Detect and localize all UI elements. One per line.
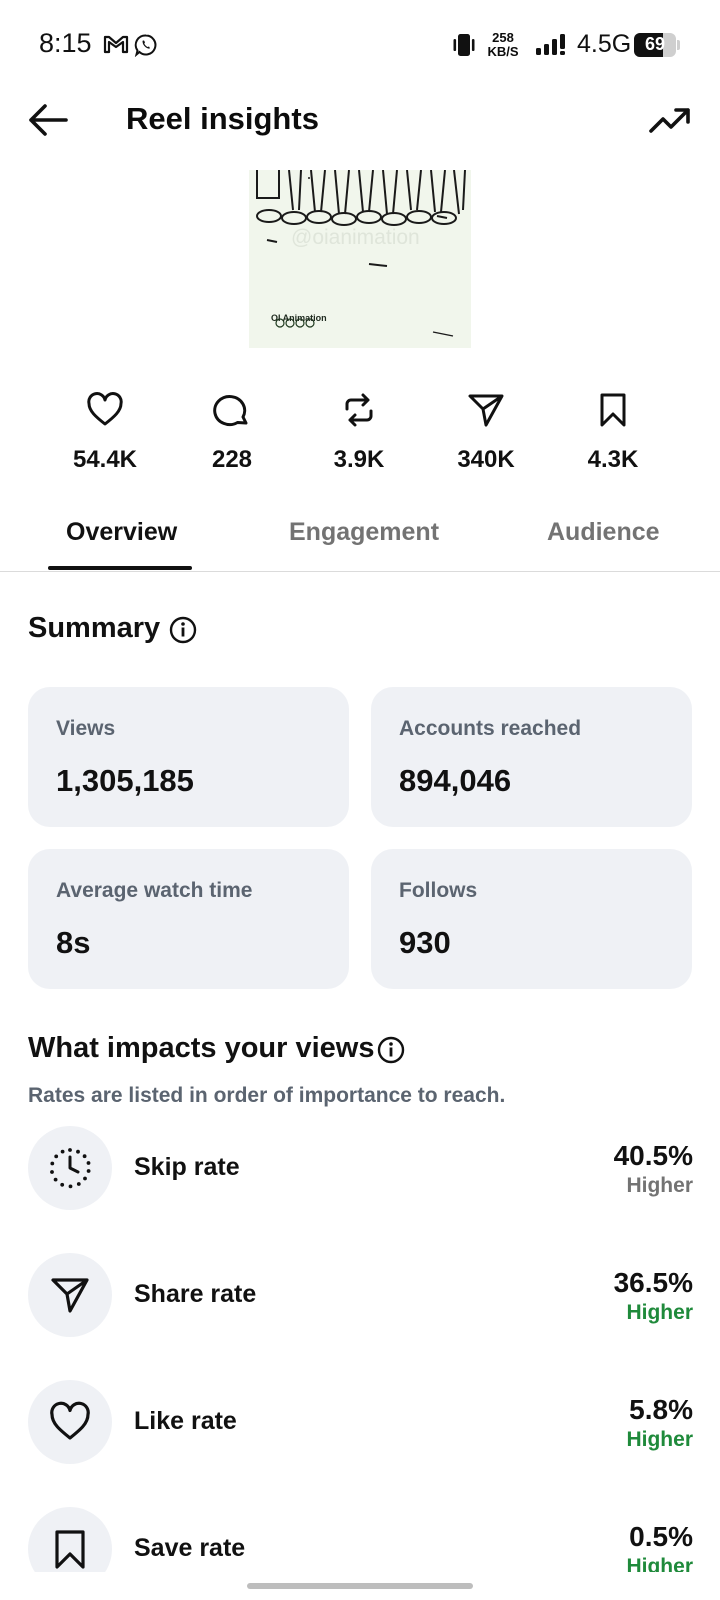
battery-level: 69 xyxy=(644,34,666,54)
card-value: 1,305,185 xyxy=(56,763,194,798)
card-label: Views xyxy=(56,717,116,740)
whatsapp-icon xyxy=(134,34,157,57)
rate-icon-circle xyxy=(28,1380,112,1464)
stat-saves: 4.3K xyxy=(553,392,673,474)
stat-shares: 340K xyxy=(426,392,546,474)
summary-title: Summary xyxy=(28,612,161,644)
stat-reposts-value: 3.9K xyxy=(333,446,385,473)
network-speed-value: 258 xyxy=(492,30,514,45)
card-label: Accounts reached xyxy=(399,717,582,740)
repost-icon xyxy=(345,393,373,427)
rate-comparison: Higher xyxy=(626,1174,693,1197)
stat-likes: 54.4K xyxy=(45,392,165,474)
tab-overview[interactable]: Overview xyxy=(66,518,178,546)
rate-value: 40.5% xyxy=(613,1140,693,1171)
rate-icon-circle xyxy=(28,1253,112,1337)
stat-likes-value: 54.4K xyxy=(72,446,138,473)
bookmark-icon xyxy=(600,393,626,427)
clock-dotted-icon xyxy=(50,1148,91,1189)
heart-icon xyxy=(50,1401,90,1440)
thumbnail-watermark: @oianimation xyxy=(291,226,420,249)
rate-row-share[interactable]: Share rate 36.5% Higher xyxy=(0,1253,720,1337)
trending-button[interactable] xyxy=(647,100,693,140)
stat-reposts: 3.9K xyxy=(299,392,419,474)
signal-icon xyxy=(536,34,565,55)
share-icon xyxy=(51,1278,89,1313)
card-label: Average watch time xyxy=(56,879,253,902)
status-time: 8:15 xyxy=(39,28,92,58)
home-indicator[interactable] xyxy=(247,1583,473,1589)
thumbnail-brand: OI Animation xyxy=(271,313,327,323)
heart-icon xyxy=(87,392,123,426)
tabs-divider xyxy=(0,571,720,572)
rate-comparison: Higher xyxy=(626,1428,693,1451)
card-value: 930 xyxy=(399,925,451,960)
summary-card-views[interactable]: Views 1,305,185 xyxy=(28,687,349,827)
reel-thumbnail[interactable]: @oianimation OI Animation xyxy=(249,170,471,348)
rate-row-like[interactable]: Like rate 5.8% Higher xyxy=(0,1380,720,1464)
cartoon-illustration xyxy=(256,170,466,337)
bookmark-icon xyxy=(55,1530,85,1569)
stat-comments: 228 xyxy=(172,392,292,474)
summary-card-follows[interactable]: Follows 930 xyxy=(371,849,692,989)
network-type: 4.5G xyxy=(577,30,632,58)
rate-name: Skip rate xyxy=(134,1153,240,1181)
rate-value: 0.5% xyxy=(629,1521,693,1552)
rate-name: Like rate xyxy=(134,1407,237,1435)
battery-fill xyxy=(634,33,663,57)
summary-card-accounts-reached[interactable]: Accounts reached 894,046 xyxy=(371,687,692,827)
card-value: 8s xyxy=(56,925,91,960)
trending-up-icon xyxy=(649,108,690,133)
rate-name: Share rate xyxy=(134,1280,257,1308)
stat-shares-value: 340K xyxy=(457,446,515,473)
share-icon xyxy=(468,394,504,427)
impacts-title: What impacts your views xyxy=(28,1032,375,1064)
network-speed: 258 KB/S xyxy=(484,31,522,59)
stat-saves-value: 4.3K xyxy=(587,446,639,473)
rate-name: Save rate xyxy=(134,1534,246,1562)
tab-audience[interactable]: Audience xyxy=(547,518,660,546)
comment-icon xyxy=(213,395,248,426)
active-tab-indicator xyxy=(48,566,192,570)
status-bar: 8:15 258 KB/S 4.5G 69 xyxy=(0,0,720,92)
stat-comments-value: 228 xyxy=(211,446,253,473)
rate-row-skip[interactable]: Skip rate 40.5% Higher xyxy=(0,1126,720,1210)
vibrate-icon xyxy=(453,34,475,56)
impacts-info-icon[interactable] xyxy=(376,1035,406,1065)
card-value: 894,046 xyxy=(399,763,512,798)
rate-comparison: Higher xyxy=(626,1301,693,1324)
summary-card-average-watch-time[interactable]: Average watch time 8s xyxy=(28,849,349,989)
impacts-subtitle: Rates are listed in order of importance … xyxy=(28,1084,506,1107)
rate-value: 36.5% xyxy=(613,1267,693,1298)
network-speed-unit: KB/S xyxy=(487,44,519,59)
card-label: Follows xyxy=(399,879,478,902)
arrow-left-icon xyxy=(29,104,68,136)
tab-engagement[interactable]: Engagement xyxy=(289,518,440,546)
back-button[interactable] xyxy=(26,100,72,140)
page-title: Reel insights xyxy=(126,101,319,136)
battery-icon: 69 xyxy=(634,33,676,57)
rate-icon-circle xyxy=(28,1126,112,1210)
gmail-icon xyxy=(103,35,129,54)
summary-info-icon[interactable] xyxy=(168,615,198,645)
rate-value: 5.8% xyxy=(629,1394,693,1425)
battery-tip xyxy=(677,40,680,50)
